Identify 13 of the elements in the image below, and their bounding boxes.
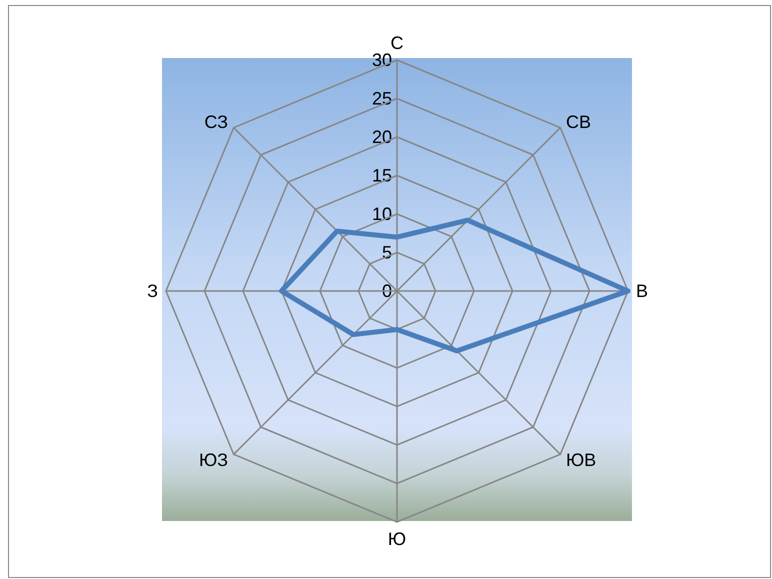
spoke-label: СЗ — [204, 112, 228, 132]
y-tick-label: 10 — [372, 204, 392, 224]
y-tick-label: 20 — [372, 127, 392, 147]
spoke-label: ЮВ — [566, 450, 596, 470]
spoke-label: СВ — [566, 112, 592, 132]
spoke-label: С — [390, 33, 404, 53]
spoke-label: Ю — [388, 529, 406, 549]
spoke-label: З — [147, 281, 158, 301]
y-tick-label: 15 — [372, 166, 392, 186]
spoke-label: ЮЗ — [198, 450, 228, 470]
spoke-label: В — [636, 281, 648, 301]
y-tick-label: 25 — [372, 88, 392, 108]
y-tick-label: 30 — [372, 50, 392, 70]
